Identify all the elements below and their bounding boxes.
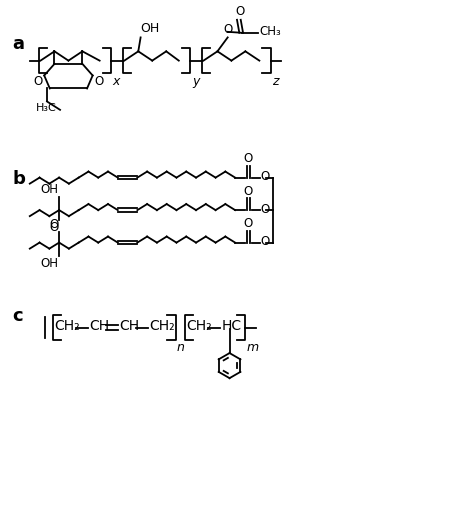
Text: O: O <box>49 221 58 234</box>
Text: m: m <box>247 341 259 354</box>
Text: CH₂: CH₂ <box>186 319 212 333</box>
Text: CH₃: CH₃ <box>259 25 281 38</box>
Text: O: O <box>94 76 104 88</box>
Text: O: O <box>260 203 270 216</box>
Text: x: x <box>113 75 120 88</box>
Text: n: n <box>177 341 185 354</box>
Text: O: O <box>235 5 245 18</box>
Text: O: O <box>244 152 253 165</box>
Text: a: a <box>12 35 25 53</box>
Text: HC: HC <box>221 319 241 333</box>
Text: O: O <box>49 218 58 232</box>
Text: y: y <box>192 75 199 88</box>
Text: CH₂: CH₂ <box>149 319 174 333</box>
Text: OH: OH <box>40 257 58 269</box>
Text: CH₂: CH₂ <box>55 319 80 333</box>
Text: O: O <box>244 185 253 197</box>
Text: z: z <box>272 75 278 88</box>
Text: c: c <box>12 307 23 325</box>
Text: O: O <box>260 170 270 183</box>
Text: H₃C: H₃C <box>36 103 56 113</box>
Text: O: O <box>260 235 270 248</box>
Text: OH: OH <box>141 22 160 35</box>
Text: O: O <box>223 23 232 36</box>
Text: CH: CH <box>90 319 109 333</box>
Text: OH: OH <box>40 183 58 196</box>
Text: O: O <box>244 217 253 230</box>
Text: CH: CH <box>119 319 140 333</box>
Text: b: b <box>12 170 26 188</box>
Text: O: O <box>33 76 42 88</box>
